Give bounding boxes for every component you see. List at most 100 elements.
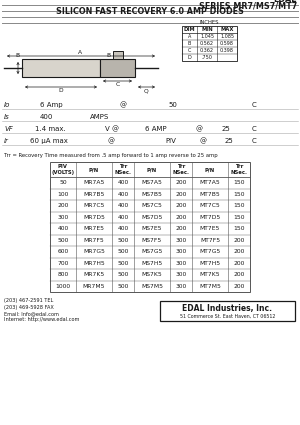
Text: 300: 300 <box>176 284 187 289</box>
Text: 300: 300 <box>176 261 187 266</box>
Text: MT7K5: MT7K5 <box>200 272 220 277</box>
Text: Io: Io <box>4 102 11 108</box>
Text: D: D <box>188 55 191 60</box>
Text: INCHES: INCHES <box>200 20 219 25</box>
Text: MT7D5: MT7D5 <box>200 215 220 220</box>
Text: 0.598: 0.598 <box>220 41 234 46</box>
Text: MR7C5: MR7C5 <box>83 203 105 208</box>
Text: 400: 400 <box>117 226 129 231</box>
Text: MS7F5: MS7F5 <box>142 238 162 243</box>
Text: C: C <box>188 48 191 53</box>
Text: B: B <box>106 53 110 57</box>
Text: P/N: P/N <box>205 167 215 172</box>
Text: V @: V @ <box>105 125 119 132</box>
Text: 200: 200 <box>57 203 69 208</box>
Text: MT7H5: MT7H5 <box>200 261 220 266</box>
Text: PIV: PIV <box>165 138 176 144</box>
Text: 1000: 1000 <box>56 284 70 289</box>
Text: 500: 500 <box>117 238 129 243</box>
Text: 300: 300 <box>176 238 187 243</box>
Text: MS7B5: MS7B5 <box>142 192 162 197</box>
Text: 150: 150 <box>233 192 245 197</box>
Text: MS7A5: MS7A5 <box>142 180 162 185</box>
Bar <box>100 59 135 77</box>
Text: @: @ <box>195 125 202 132</box>
Text: MR7E5: MR7E5 <box>83 226 104 231</box>
Text: 400: 400 <box>117 203 129 208</box>
Text: P/N: P/N <box>147 167 157 172</box>
Text: MT7F5: MT7F5 <box>200 238 220 243</box>
Text: Trr
NSec.: Trr NSec. <box>115 164 131 175</box>
Text: 100: 100 <box>57 192 69 197</box>
Text: 1.045: 1.045 <box>200 34 214 39</box>
Text: C: C <box>252 126 257 132</box>
Text: MR7G5: MR7G5 <box>83 249 105 254</box>
Text: Trr
NSec.: Trr NSec. <box>172 164 190 175</box>
Bar <box>22 59 100 77</box>
Bar <box>50 162 250 292</box>
Text: 500: 500 <box>117 272 129 277</box>
Bar <box>182 26 237 61</box>
Text: 500: 500 <box>117 284 129 289</box>
Text: 60 μA max: 60 μA max <box>30 138 68 144</box>
Text: MR7D5: MR7D5 <box>83 215 105 220</box>
Text: MT7M5: MT7M5 <box>199 284 221 289</box>
Text: 150: 150 <box>233 180 245 185</box>
Text: (203) 467-2591 TEL: (203) 467-2591 TEL <box>4 298 53 303</box>
Text: 200: 200 <box>233 238 245 243</box>
Text: 800: 800 <box>57 272 69 277</box>
Text: 150: 150 <box>233 226 245 231</box>
Text: @: @ <box>120 102 127 108</box>
Text: ir: ir <box>4 138 9 144</box>
Text: MR7K5: MR7K5 <box>83 272 105 277</box>
Text: 200: 200 <box>175 215 187 220</box>
Text: 200: 200 <box>175 192 187 197</box>
Text: MS7D5: MS7D5 <box>141 215 163 220</box>
Text: @: @ <box>200 138 207 144</box>
Text: 300: 300 <box>176 272 187 277</box>
Text: 1.4 max.: 1.4 max. <box>35 126 66 132</box>
Text: .750: .750 <box>202 55 212 60</box>
Text: 200: 200 <box>175 203 187 208</box>
Text: VF: VF <box>4 126 13 132</box>
Text: 400: 400 <box>117 192 129 197</box>
Text: MT7G5: MT7G5 <box>200 249 220 254</box>
Text: Trr = Recovery Time measured from .5 amp forward to 1 amp reverse to 25 amp: Trr = Recovery Time measured from .5 amp… <box>4 153 218 158</box>
Text: MR7A5: MR7A5 <box>83 180 105 185</box>
Text: 500: 500 <box>117 261 129 266</box>
Text: EDAL: EDAL <box>274 0 297 4</box>
Text: Q: Q <box>144 88 149 93</box>
Text: 400: 400 <box>117 215 129 220</box>
Text: C: C <box>252 138 257 144</box>
Text: EDAL Industries, Inc.: EDAL Industries, Inc. <box>182 304 272 313</box>
Text: MT7A5: MT7A5 <box>200 180 220 185</box>
Text: MS7M5: MS7M5 <box>141 284 163 289</box>
Text: Trr
NSec.: Trr NSec. <box>230 164 248 175</box>
Text: 500: 500 <box>117 249 129 254</box>
Text: 6 Amp: 6 Amp <box>40 102 63 108</box>
Text: MAX: MAX <box>220 27 234 32</box>
Text: 200: 200 <box>233 249 245 254</box>
Text: PIV
(VOLTS): PIV (VOLTS) <box>51 164 75 175</box>
Text: B: B <box>16 53 20 58</box>
Text: C: C <box>116 82 120 87</box>
Text: 25: 25 <box>222 126 231 132</box>
Text: 200: 200 <box>233 272 245 277</box>
Text: MR7M5: MR7M5 <box>83 284 105 289</box>
Text: MIN: MIN <box>201 27 213 32</box>
Text: P/N: P/N <box>89 167 99 172</box>
Text: MS7E5: MS7E5 <box>142 226 162 231</box>
Text: 6 AMP: 6 AMP <box>145 126 167 132</box>
Text: 200: 200 <box>233 261 245 266</box>
Text: AMPS: AMPS <box>90 114 109 120</box>
Text: 0.362: 0.362 <box>200 48 214 53</box>
Text: D: D <box>59 88 63 93</box>
Text: DIM: DIM <box>184 27 195 32</box>
Text: 300: 300 <box>176 249 187 254</box>
Text: B: B <box>188 41 191 46</box>
Text: 500: 500 <box>57 238 69 243</box>
Text: A: A <box>188 34 191 39</box>
Text: Email: Info@edal.com: Email: Info@edal.com <box>4 311 59 316</box>
Text: 200: 200 <box>175 226 187 231</box>
Text: 150: 150 <box>233 203 245 208</box>
